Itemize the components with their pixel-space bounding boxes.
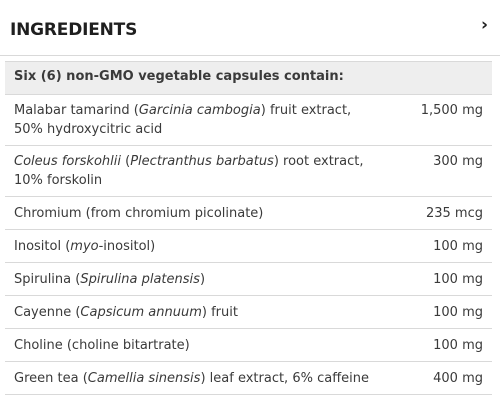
ingredient-amount: 100 mg	[433, 338, 483, 353]
ingredient-amount: 100 mg	[433, 305, 483, 320]
ingredient-name: Green tea (Camellia sinensis) leaf extra…	[14, 371, 369, 386]
ingredient-name: Coleus forskohlii (Plectranthus barbatus…	[14, 154, 364, 188]
ingredient-amount: 100 mg	[433, 239, 483, 254]
ingredient-row: Inositol (myo-inositol) 100 mg	[5, 230, 492, 263]
ingredient-name: Inositol (myo-inositol)	[14, 239, 156, 254]
ingredient-name: Spirulina (Spirulina platensis)	[14, 272, 206, 287]
section-title: INGREDIENTS	[10, 20, 138, 40]
ingredient-row: Choline (choline bitartrate) 100 mg	[5, 329, 492, 362]
ingredients-accordion-header[interactable]: INGREDIENTS ›	[0, 0, 500, 56]
ingredients-table: Six (6) non-GMO vegetable capsules conta…	[5, 61, 492, 395]
ingredient-row: Green tea (Camellia sinensis) leaf extra…	[5, 362, 492, 395]
chevron-right-icon[interactable]: ›	[480, 15, 488, 35]
ingredient-amount: 100 mg	[433, 272, 483, 287]
ingredient-amount: 300 mg	[433, 154, 483, 169]
serving-intro: Six (6) non-GMO vegetable capsules conta…	[5, 62, 492, 95]
ingredient-row: Spirulina (Spirulina platensis) 100 mg	[5, 263, 492, 296]
ingredient-amount: 1,500 mg	[420, 103, 483, 118]
ingredient-row: Chromium (from chromium picolinate) 235 …	[5, 197, 492, 230]
ingredient-row: Malabar tamarind (Garcinia cambogia) fru…	[5, 95, 492, 146]
ingredient-amount: 235 mcg	[425, 206, 483, 221]
ingredient-name: Choline (choline bitartrate)	[14, 338, 190, 353]
ingredient-row: Coleus forskohlii (Plectranthus barbatus…	[5, 146, 492, 197]
ingredient-name: Cayenne (Capsicum annuum) fruit	[14, 305, 238, 320]
ingredient-amount: 400 mg	[433, 371, 483, 386]
ingredient-name: Malabar tamarind (Garcinia cambogia) fru…	[14, 103, 352, 137]
ingredient-row: Cayenne (Capsicum annuum) fruit 100 mg	[5, 296, 492, 329]
ingredient-name: Chromium (from chromium picolinate)	[14, 206, 264, 221]
